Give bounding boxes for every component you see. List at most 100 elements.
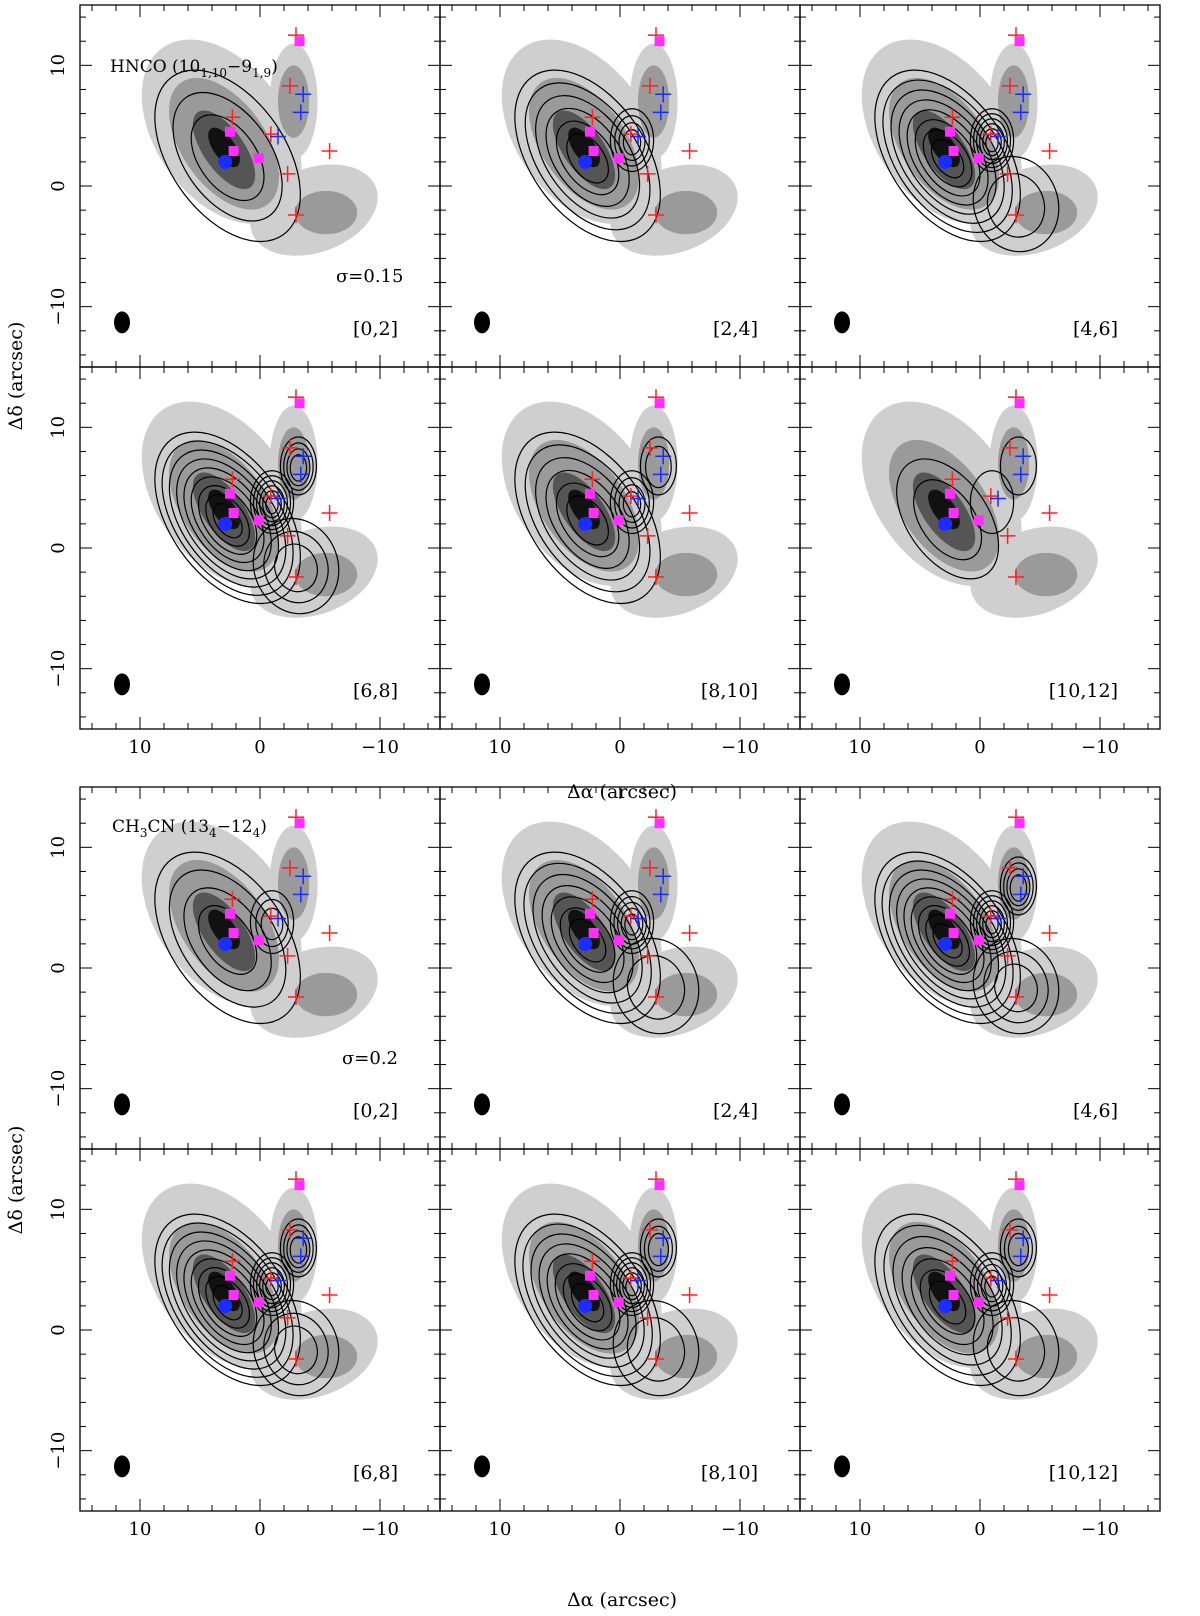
y-axis-label-top: Δδ (arcsec) (5, 322, 27, 431)
magenta-square-3 (973, 1297, 984, 1308)
panel-plot-area (834, 1171, 1098, 1478)
hnco-title: HNCO (101,10−91,9) (110, 57, 278, 80)
red-cross-3 (982, 126, 999, 143)
panel-0-2: [4,6] (799, 4, 1161, 368)
contour-2 (190, 114, 265, 202)
velocity-range-label: [6,8] (353, 680, 398, 702)
blue-circle (218, 154, 233, 169)
contour-11 (979, 123, 1005, 161)
contour-4 (910, 1258, 985, 1346)
red-cross-1 (282, 859, 298, 876)
contour-6 (562, 1273, 613, 1332)
contour-10 (972, 895, 1012, 951)
red-cross-3 (622, 1270, 639, 1287)
contour-11 (255, 1262, 289, 1309)
blue-circle (578, 1298, 593, 1313)
contour-4 (555, 120, 620, 196)
x-axis-label-top: Δα (arcsec) (567, 781, 677, 803)
blue-cross-0 (295, 868, 312, 885)
contour-4 (903, 887, 992, 992)
contour-7 (925, 914, 971, 967)
contour-3 (901, 1247, 994, 1356)
panel-plot-area (834, 389, 1098, 696)
blue-cross-2 (270, 910, 286, 927)
y-tick-label: 10 (48, 1198, 69, 1221)
blue-cross-2 (270, 1272, 286, 1289)
contour-3 (538, 1243, 637, 1359)
beam-ellipse (834, 1093, 850, 1116)
magenta-square-2 (228, 1290, 239, 1301)
x-tick-label: −10 (1081, 1519, 1119, 1540)
blue-cross-1 (652, 886, 669, 903)
contour-0 (514, 851, 661, 1025)
magenta-square-1 (585, 488, 595, 499)
red-cross-1 (282, 77, 298, 94)
x-tick-label: 0 (614, 1519, 625, 1540)
magenta-square-3 (613, 153, 624, 164)
y-tick-label: 10 (48, 54, 69, 77)
x-tick-label: 10 (129, 737, 152, 758)
velocity-range-label: [0,2] (353, 1100, 398, 1122)
magenta-square-2 (948, 508, 959, 519)
red-cross-6 (648, 568, 664, 585)
panel-plot-area (474, 1171, 738, 1478)
blue-cross-2 (270, 128, 286, 145)
blue-cross-2 (990, 1272, 1006, 1289)
blue-circle (218, 516, 233, 531)
blue-cross-1 (1012, 886, 1029, 903)
magenta-square-3 (253, 1297, 264, 1308)
blue-cross-2 (630, 1272, 646, 1289)
panel-plot-area (834, 809, 1098, 1116)
magenta-square-2 (228, 508, 239, 519)
y-tick-label: −10 (48, 650, 69, 688)
magenta-square-2 (228, 928, 239, 939)
contour-1 (172, 91, 283, 222)
contour-10 (975, 118, 1009, 165)
blue-cross-0 (295, 1230, 312, 1247)
panel-plot-area (114, 1171, 378, 1478)
blue-cross-0 (1015, 868, 1032, 885)
contour-8 (613, 896, 651, 950)
x-tick-label: 0 (974, 1519, 985, 1540)
red-cross-6 (1008, 1350, 1024, 1367)
red-cross-2 (944, 471, 961, 488)
red-cross-4 (321, 143, 338, 160)
contour-3 (999, 436, 1038, 496)
y-tick-label: −10 (48, 1070, 69, 1108)
beam-ellipse (114, 311, 130, 334)
contour-6 (609, 108, 655, 173)
red-cross-1 (1002, 859, 1018, 876)
velocity-range-label: [10,12] (1049, 680, 1118, 702)
magenta-square-3 (613, 515, 624, 526)
blue-cross-1 (292, 1248, 309, 1265)
magenta-square-1 (225, 126, 235, 137)
contour-1 (524, 444, 651, 593)
grey-emission-7 (208, 127, 240, 168)
blue-cross-1 (652, 466, 669, 483)
blue-circle (938, 1298, 953, 1313)
red-cross-3 (982, 1270, 999, 1287)
contour-3 (541, 885, 634, 994)
red-cross-1 (642, 439, 658, 456)
contour-12 (612, 937, 700, 1035)
contour-2 (535, 457, 641, 581)
red-cross-4 (1041, 925, 1058, 942)
blue-cross-1 (1012, 1248, 1029, 1265)
contour-12 (259, 1267, 285, 1305)
red-cross-2 (584, 471, 601, 488)
panel-1-4: [8,10] 10 0 −10 (439, 1148, 801, 1540)
velocity-range-label: [8,10] (701, 1462, 758, 1484)
contour-0 (154, 69, 301, 243)
contour-15 (972, 1299, 1060, 1397)
contour-3 (197, 905, 258, 975)
contour-10 (252, 1257, 292, 1313)
contour-20 (263, 1312, 329, 1386)
red-cross-5 (999, 1309, 1016, 1326)
red-cross-5 (999, 165, 1016, 182)
red-cross-5 (639, 1309, 656, 1326)
contour-7 (205, 494, 251, 547)
grey-emission-5 (1014, 552, 1078, 597)
grey-emission-7 (928, 909, 960, 950)
red-cross-1 (1002, 1221, 1018, 1238)
red-cross-5 (999, 947, 1016, 964)
